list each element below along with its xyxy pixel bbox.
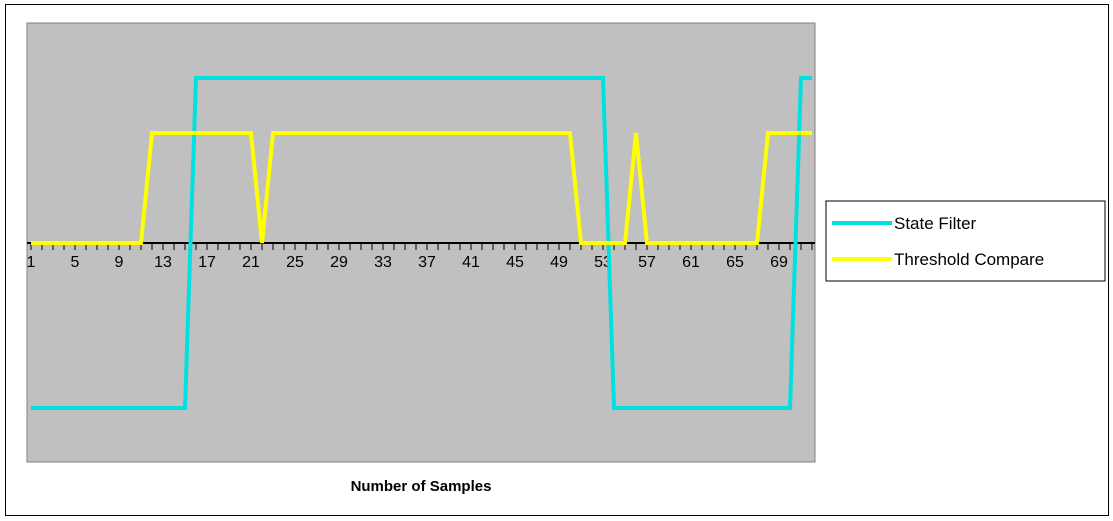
legend-box [825,200,1106,282]
series-line-state-filter [31,76,812,410]
series-lines [31,76,812,410]
chart-svg: 1 5 9 13 17 21 25 29 33 37 41 45 49 53 57 61 65 69 Number… [26,22,1106,495]
x-tick-label: 49 [550,254,568,271]
x-tick-label: 37 [418,254,436,271]
x-tick-label: 17 [198,254,216,271]
x-tick-label: 33 [374,254,392,271]
x-tick-label: 9 [115,254,124,271]
x-tick-label: 25 [286,254,304,271]
x-tick-label: 65 [726,254,744,271]
x-tick-label: 41 [462,254,480,271]
x-tick-label: 5 [71,254,80,271]
x-tick-labels: 1 5 9 13 17 21 25 29 33 37 41 45 49 53 57 61 65 69 [27,254,788,271]
x-tick-label: 21 [242,254,260,271]
legend-label: Threshold Compare [894,250,1044,269]
legend: State Filter Threshold Compare [825,200,1106,282]
x-tick-label: 45 [506,254,524,271]
x-axis-title: Number of Samples [351,478,492,495]
legend-label: State Filter [894,214,977,233]
x-tick-label: 13 [154,254,172,271]
x-tick-label: 1 [27,254,36,271]
x-tick-label: 57 [638,254,656,271]
series-line-threshold-compare [31,131,812,245]
chart-frame: 1 5 9 13 17 21 25 29 33 37 41 45 49 53 57 61 65 69 Number… [5,4,1109,516]
x-tick-label: 29 [330,254,348,271]
x-tick-label: 69 [770,254,788,271]
x-tick-label: 61 [682,254,700,271]
